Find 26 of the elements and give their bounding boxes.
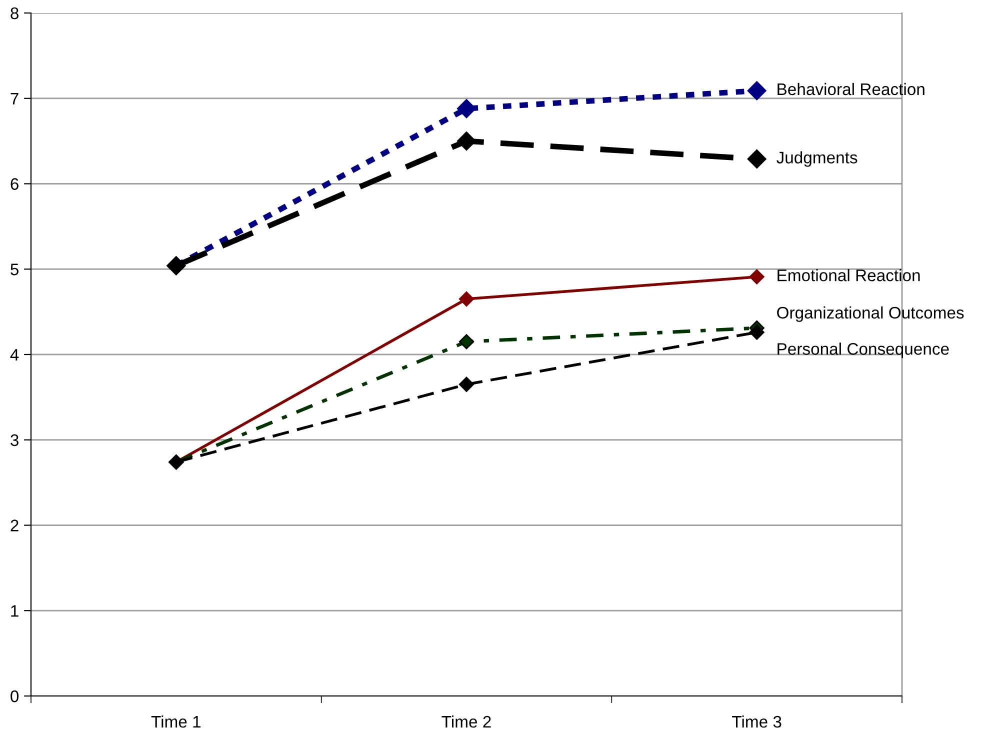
y-tick-label: 0 — [10, 690, 19, 702]
x-tick-label: Time 2 — [442, 715, 491, 728]
series-label: Behavioral Reaction — [778, 82, 924, 96]
point — [749, 324, 764, 340]
point — [458, 291, 474, 307]
series-label: Judgments — [776, 151, 858, 167]
y-tick-label: 8 — [10, 7, 18, 20]
x-tick-label: Time 1 — [151, 715, 201, 728]
y-tick-label: 6 — [10, 178, 18, 190]
y-tick-label: 3 — [10, 434, 18, 446]
series-label: Emotional Reaction — [778, 269, 920, 282]
point — [747, 149, 766, 169]
point — [749, 269, 764, 284]
point — [458, 334, 474, 350]
point — [458, 376, 474, 392]
point — [747, 81, 766, 100]
y-tick-label: 2 — [10, 520, 18, 532]
y-tick-label: 4 — [10, 349, 19, 361]
point — [456, 99, 476, 118]
y-tick-label: 1 — [11, 605, 18, 617]
series-label: Personal Consequence — [778, 342, 949, 358]
x-tick-label: Time 3 — [732, 715, 782, 728]
series-label: Organizational Outcomes — [777, 306, 964, 322]
y-tick-label: 7 — [10, 92, 18, 104]
point — [456, 132, 476, 151]
y-tick-label: 5 — [10, 264, 18, 276]
